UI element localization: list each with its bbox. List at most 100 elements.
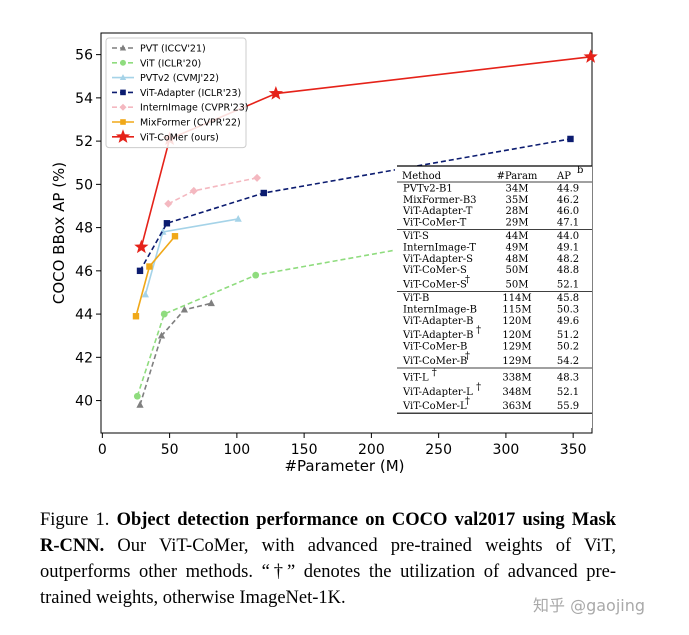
chart: 0 50 100 150 200 250 300 350 40 42 44 46 48 50 52 54 56 #… xyxy=(50,32,598,475)
y-tick-label: 44 xyxy=(75,307,93,323)
table-row: ViT-Adapter-T 28M 46.0 xyxy=(402,206,579,217)
table-row: ViT-Adapter-S 48M 48.2 xyxy=(402,254,579,265)
y-tick-label: 46 xyxy=(75,264,93,280)
data-point xyxy=(567,135,574,143)
data-point xyxy=(119,103,127,111)
legend-entry: ViT-CoMer (ours) xyxy=(112,129,219,143)
table-cell-ap: 52.1 xyxy=(557,280,579,291)
table-header-method: Method xyxy=(402,171,442,182)
data-point xyxy=(141,290,149,298)
data-point xyxy=(260,189,267,197)
x-tick-label: 100 xyxy=(223,442,250,458)
table-row: InternImage-T 49M 49.1 xyxy=(403,242,579,253)
legend-label: ViT-CoMer (ours) xyxy=(140,132,219,143)
legend-entry: MixFormer (CVPR'22) xyxy=(112,118,241,129)
table-cell-ap: 54.2 xyxy=(557,356,579,367)
data-point xyxy=(120,59,126,66)
table-cell-ap: 46.0 xyxy=(557,206,579,217)
series-pvt-iccv-21- xyxy=(136,299,215,408)
table-cell-param: 50M xyxy=(506,265,529,276)
legend-entry: ViT-Adapter (ICLR'23) xyxy=(112,88,241,99)
data-point xyxy=(120,119,126,125)
series-pvtv2-cvmj-22- xyxy=(141,214,242,298)
legend-label: PVT (ICCV'21) xyxy=(140,44,206,55)
data-point xyxy=(115,129,131,143)
table-cell-method: MixFormer-B3 xyxy=(403,195,477,206)
caption-body: Our ViT-CoMer, with advanced pre-trained… xyxy=(40,536,616,608)
table-cell-dagger: † xyxy=(465,396,470,407)
table-row: ViT-S 44M 44.0 xyxy=(402,231,579,242)
table-cell-param: 115M xyxy=(502,304,531,315)
series-internimage-cvpr-23- xyxy=(164,173,262,208)
data-point xyxy=(253,173,262,182)
table-cell-param: 29M xyxy=(506,218,529,229)
legend-entry: InternImage (CVPR'23) xyxy=(112,103,249,114)
table-row: ViT-Adapter-B † 120M 51.2 xyxy=(402,325,579,341)
table-cell-param: 129M xyxy=(502,356,531,367)
table-cell-method: ViT-Adapter-B xyxy=(402,330,473,341)
data-point xyxy=(163,220,171,227)
table-cell-ap: 49.6 xyxy=(557,316,579,327)
table-cell-param: 28M xyxy=(506,206,529,217)
legend-entry: PVTv2 (CVMJ'22) xyxy=(112,73,219,84)
table-row: ViT-CoMer-S† 50M 52.1 xyxy=(402,275,579,291)
table-cell-param: 120M xyxy=(502,316,531,327)
data-point xyxy=(171,233,179,240)
table-cell-param: 44M xyxy=(506,231,529,242)
table-cell-dagger: † xyxy=(476,325,481,336)
table-cell-method: ViT-CoMer-B xyxy=(402,356,467,367)
data-point xyxy=(207,299,215,307)
legend-entry: ViT (ICLR'20) xyxy=(112,58,201,69)
table-cell-ap: 48.8 xyxy=(557,265,579,276)
table-cell-method: ViT-Adapter-S xyxy=(402,254,473,265)
table-cell-ap: 45.8 xyxy=(557,293,579,304)
table-cell-ap: 48.2 xyxy=(557,254,579,265)
table-header-ap: AP xyxy=(556,171,571,182)
table-row: ViT-CoMer-B† 129M 54.2 xyxy=(402,351,579,367)
x-axis-title: #Parameter (M) xyxy=(284,457,404,475)
y-tick-label: 50 xyxy=(75,177,93,193)
data-point xyxy=(252,271,260,279)
data-point xyxy=(132,313,140,320)
table-cell-method: ViT-Adapter-T xyxy=(402,206,473,217)
x-tick-label: 300 xyxy=(493,442,520,458)
data-point xyxy=(189,186,198,195)
table-cell-dagger: † xyxy=(465,275,470,286)
table-cell-param: 114M xyxy=(502,293,531,304)
table-cell-ap: 55.9 xyxy=(557,401,579,412)
series-vit-adapter-iclr-23- xyxy=(136,135,574,275)
series-line xyxy=(144,218,239,295)
table-cell-method: PVTv2-B1 xyxy=(403,183,453,194)
table-cell-param: 338M xyxy=(502,372,531,383)
table-background xyxy=(395,166,592,428)
data-point xyxy=(119,74,127,81)
table-cell-param: 120M xyxy=(502,330,531,341)
table-cell-method: ViT-CoMer-T xyxy=(402,218,467,229)
y-tick-label: 56 xyxy=(75,48,93,64)
data-point xyxy=(583,49,598,63)
table-cell-method: ViT-CoMer-S xyxy=(402,265,467,276)
table-cell-ap: 48.3 xyxy=(557,372,579,383)
table-row: ViT-CoMer-S 50M 48.8 xyxy=(402,265,579,276)
table-cell-ap: 51.2 xyxy=(557,330,579,341)
y-tick-label: 54 xyxy=(75,91,93,107)
legend-label: MixFormer (CVPR'22) xyxy=(140,118,241,129)
x-tick-label: 150 xyxy=(291,442,318,458)
table-cell-dagger: † xyxy=(432,367,437,378)
table-cell-param: 35M xyxy=(506,195,529,206)
caption-bold: Object detection performance on COCO val… xyxy=(40,510,616,556)
table-cell-ap: 46.2 xyxy=(557,195,579,206)
table-row: InternImage-B 115M 50.3 xyxy=(403,304,579,315)
table-cell-param: 50M xyxy=(506,280,529,291)
data-point xyxy=(120,89,126,96)
data-point xyxy=(157,331,166,339)
table-cell-method: ViT-CoMer-B xyxy=(402,342,467,353)
x-tick-label: 350 xyxy=(560,442,587,458)
table-cell-method: InternImage-B xyxy=(403,304,477,315)
data-point xyxy=(180,305,189,313)
series-line xyxy=(139,302,212,406)
table-cell-dagger: † xyxy=(476,382,481,393)
watermark: 知乎 @gaojing xyxy=(533,596,646,615)
data-point xyxy=(164,199,173,208)
